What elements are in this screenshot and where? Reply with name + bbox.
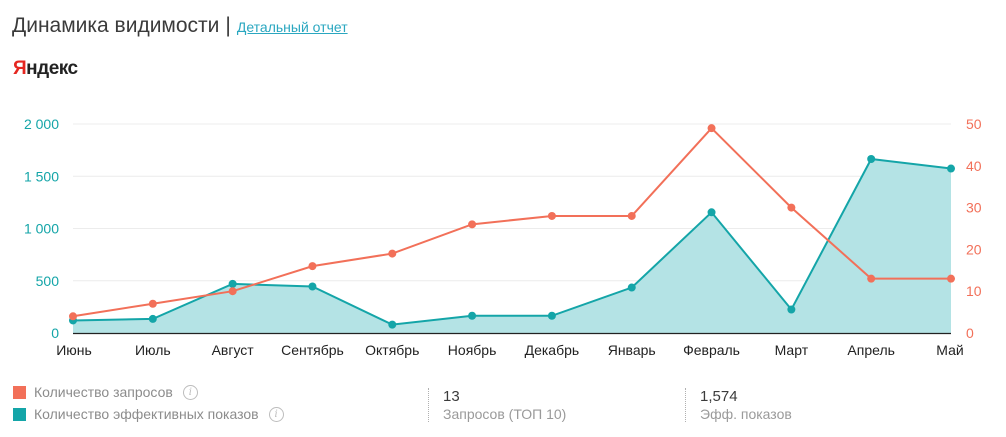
- queries-point: [867, 274, 876, 283]
- impressions-point: [228, 279, 237, 288]
- title-separator: |: [225, 14, 231, 37]
- x-tick-label: Март: [775, 342, 809, 358]
- y-left-tick-label: 1 500: [24, 168, 59, 184]
- y-right-tick-label: 50: [966, 116, 982, 132]
- page-title: Динамика видимости: [12, 14, 220, 37]
- info-circle-icon[interactable]: i: [268, 406, 284, 422]
- stat-label: Запросов (ТОП 10): [443, 406, 567, 422]
- impressions-point: [627, 283, 636, 292]
- legend-item-queries[interactable]: Количество запросов i: [13, 381, 284, 403]
- x-tick-label: Октябрь: [365, 342, 419, 358]
- stat-queries-top10: 13 Запросов (ТОП 10): [428, 388, 566, 422]
- yandex-logo: Яндекс: [13, 58, 78, 80]
- x-tick-label: Июнь: [56, 342, 92, 358]
- stat-value: 1,574: [700, 388, 738, 405]
- queries-line: [72, 126, 951, 318]
- x-tick-label: Январь: [608, 342, 656, 358]
- x-tick-label: Ноябрь: [448, 342, 497, 358]
- impressions-point: [867, 155, 876, 164]
- y-right-tick-label: 20: [966, 241, 982, 257]
- queries-point: [947, 274, 955, 283]
- impressions-point: [787, 305, 796, 314]
- x-tick-label: Февраль: [683, 342, 740, 358]
- y-left-tick-label: 0: [51, 325, 59, 341]
- impressions-point: [707, 208, 716, 217]
- y-right-tick-label: 0: [966, 325, 974, 341]
- impressions-area: [73, 159, 951, 333]
- impressions-line: [72, 157, 952, 326]
- y-right-tick-label: 10: [966, 283, 982, 299]
- impressions-point: [148, 314, 157, 323]
- chart-header: Динамика видимости | Детальный отчет: [12, 14, 348, 44]
- impressions-point: [468, 311, 477, 320]
- legend-swatch-impressions: [13, 407, 26, 421]
- legend-label-queries: Количество запросов: [34, 384, 173, 400]
- x-tick-label: Июль: [135, 342, 171, 358]
- queries-point: [308, 262, 317, 271]
- detailed-report-link[interactable]: Детальный отчет: [236, 19, 348, 35]
- y-left-tick-label: 500: [36, 273, 60, 289]
- yandex-logo-rest: ндекс: [26, 58, 78, 79]
- y-left-tick-label: 1 000: [24, 221, 59, 237]
- queries-point: [148, 299, 157, 308]
- x-tick-label: Декабрь: [525, 342, 580, 358]
- queries-point: [627, 211, 636, 220]
- info-circle-icon[interactable]: i: [182, 384, 198, 400]
- stat-label: Эфф. показов: [700, 406, 792, 422]
- queries-point: [707, 124, 716, 133]
- impressions-point: [388, 320, 397, 329]
- x-tick-label: Сентябрь: [281, 342, 344, 358]
- x-tick-label: Май: [936, 342, 963, 358]
- legend-swatch-queries: [13, 385, 26, 399]
- visibility-chart: 0 500 1 000 1 500 2 000 0 10 20 30 40 50 Июнь Июль Ав…: [24, 116, 982, 358]
- yandex-logo-first-letter: Я: [13, 58, 27, 79]
- y-left-tick-label: 2 000: [24, 116, 59, 132]
- queries-point: [547, 211, 556, 220]
- x-tick-label: Август: [212, 342, 255, 358]
- queries-point: [69, 312, 77, 321]
- legend-item-impressions[interactable]: Количество эффективных показов i: [13, 403, 284, 425]
- impressions-point: [308, 282, 317, 291]
- legend-label-impressions: Количество эффективных показов: [34, 406, 259, 422]
- chart-legend: Количество запросов i Количество эффекти…: [13, 381, 284, 425]
- stat-value: 13: [443, 388, 460, 405]
- queries-point: [468, 220, 477, 229]
- impressions-point: [547, 311, 556, 320]
- x-tick-label: Апрель: [847, 342, 895, 358]
- y-right-tick-label: 40: [966, 158, 982, 174]
- stat-effective-impressions: 1,574 Эфф. показов: [685, 388, 792, 422]
- queries-point: [787, 203, 796, 212]
- impressions-point: [947, 164, 955, 173]
- y-right-tick-label: 30: [966, 200, 982, 216]
- queries-point: [228, 287, 237, 296]
- queries-point: [388, 249, 397, 258]
